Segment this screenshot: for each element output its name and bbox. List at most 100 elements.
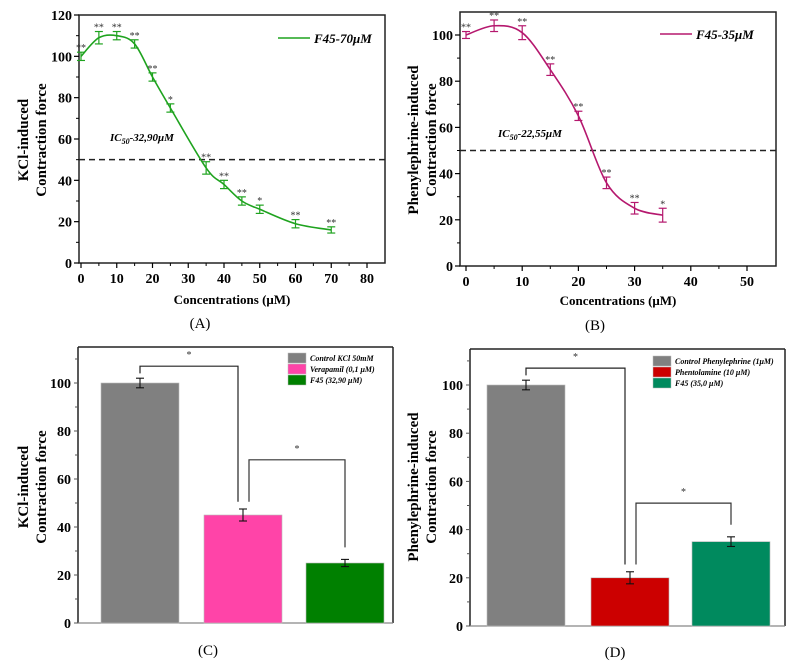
y-tick-label: 0: [65, 257, 72, 272]
y-tick-label: 40: [58, 174, 72, 189]
panel-label: (C): [198, 643, 218, 659]
legend-label: F45 (35,0 μM): [674, 379, 724, 388]
y-tick-label: 20: [449, 572, 463, 587]
legend-swatch: [652, 377, 672, 389]
x-tick-label: 50: [253, 272, 267, 287]
bar: [203, 514, 283, 624]
significance-marker: **: [630, 193, 640, 204]
y-axis-title: Contraction force: [424, 430, 440, 544]
y-tick-label: 40: [449, 524, 463, 539]
significance-marker: **: [602, 168, 612, 179]
y-tick-label: 60: [57, 473, 71, 488]
significance-bracket: [139, 365, 239, 502]
ic50-label: IC50-22,55μM: [497, 128, 563, 142]
significance-marker: **: [461, 23, 471, 34]
x-tick-label: 0: [78, 272, 85, 287]
chart-panel-d: 0 20 40 60 80 100 Phenylephrine-induced Contrac…: [406, 348, 786, 661]
y-tick-label: 60: [449, 475, 463, 490]
x-tick-label: 20: [146, 272, 160, 287]
x-tick-label: 10: [515, 275, 529, 290]
x-tick-label: 30: [181, 272, 195, 287]
y-axis-title: KCl-induced: [16, 98, 32, 181]
y-tick-label: 40: [439, 168, 453, 183]
y-tick-label: 40: [57, 521, 71, 536]
legend-label: Verapamil (0,1 μM): [310, 365, 375, 374]
significance-marker: *: [573, 352, 578, 363]
significance-marker: **: [201, 153, 211, 164]
y-tick-label: 120: [51, 9, 72, 24]
ic50-label-value: -32,90μM: [130, 132, 176, 144]
significance-marker: *: [257, 196, 262, 207]
y-tick-label: 20: [439, 214, 453, 229]
legend-swatch: [287, 374, 307, 386]
legend-label: F45 (32,90 μM): [309, 376, 363, 385]
x-tick-label: 40: [684, 275, 698, 290]
ic50-label: IC50-32,90μM: [109, 132, 175, 146]
y-tick-label: 100: [432, 29, 453, 44]
plot-frame: [459, 11, 777, 267]
x-tick-label: 80: [360, 272, 374, 287]
bar: [486, 384, 566, 627]
ic50-label-main: IC: [109, 132, 122, 144]
significance-marker: *: [168, 95, 173, 106]
legend-label: Control Phenylephrine (1μM): [675, 357, 774, 366]
significance-marker: **: [76, 43, 86, 54]
panel-label: (B): [585, 318, 605, 334]
significance-bracket: [525, 367, 626, 565]
legend-label: Phentolamine (10 μM): [675, 368, 750, 377]
y-axis-title: Contraction force: [34, 430, 50, 544]
ic50-label-sub: 50: [122, 137, 130, 146]
ic50-label-sub: 50: [510, 133, 518, 142]
bar: [691, 541, 771, 627]
legend-label: F45-70μM: [313, 31, 372, 46]
significance-marker: **: [148, 64, 158, 75]
panel-label: (A): [190, 316, 211, 332]
chart-panel-a: 0 20 40 60 80 100 120 0 10 20 30 40 50 60 70 80 Concentr…: [16, 9, 386, 332]
significance-bracket: [635, 502, 732, 565]
bar: [100, 382, 180, 624]
significance-marker: **: [112, 23, 122, 34]
x-tick-label: 10: [110, 272, 124, 287]
significance-marker: *: [660, 199, 665, 210]
y-tick-label: 100: [50, 377, 71, 392]
bar: [590, 577, 670, 627]
legend-swatch: [287, 363, 307, 375]
x-axis-title: Concentrations (μM): [560, 293, 677, 308]
significance-marker: **: [94, 23, 104, 34]
ic50-label-main: IC: [497, 128, 510, 140]
legend-label: Control KCl 50mM: [310, 354, 374, 363]
significance-marker: **: [219, 171, 229, 182]
significance-marker: **: [237, 188, 247, 199]
y-tick-label: 0: [446, 260, 453, 275]
significance-bracket: [248, 459, 346, 548]
y-axis-title: Contraction force: [34, 83, 50, 197]
y-tick-label: 20: [58, 216, 72, 231]
y-tick-label: 80: [449, 427, 463, 442]
significance-marker: **: [326, 218, 336, 229]
y-tick-label: 80: [57, 425, 71, 440]
y-tick-label: 80: [58, 92, 72, 107]
y-tick-label: 100: [442, 379, 463, 394]
chart-panel-c: 0 20 40 60 80 100 KCl-induced Contraction force…: [16, 346, 394, 659]
y-tick-label: 60: [439, 121, 453, 136]
ic50-label-value: -22,55μM: [518, 128, 564, 140]
x-tick-label: 20: [571, 275, 585, 290]
series-line: [80, 34, 332, 231]
x-axis-title: Concentrations (μM): [174, 292, 291, 307]
y-tick-label: 0: [456, 620, 463, 635]
significance-marker: *: [681, 487, 686, 498]
x-tick-label: 30: [628, 275, 642, 290]
legend-swatch: [652, 355, 672, 367]
y-axis-title: Contraction force: [424, 83, 440, 197]
significance-marker: **: [517, 17, 527, 28]
x-tick-label: 50: [740, 275, 754, 290]
y-tick-label: 80: [439, 75, 453, 90]
legend-swatch: [287, 352, 307, 364]
significance-marker: **: [545, 55, 555, 66]
significance-marker: **: [489, 11, 499, 22]
y-axis-title: Phenylephrine-induced: [406, 65, 422, 215]
bar: [305, 562, 385, 624]
significance-marker: **: [291, 211, 301, 222]
panel-label: (D): [605, 645, 626, 661]
significance-marker: *: [295, 444, 300, 455]
